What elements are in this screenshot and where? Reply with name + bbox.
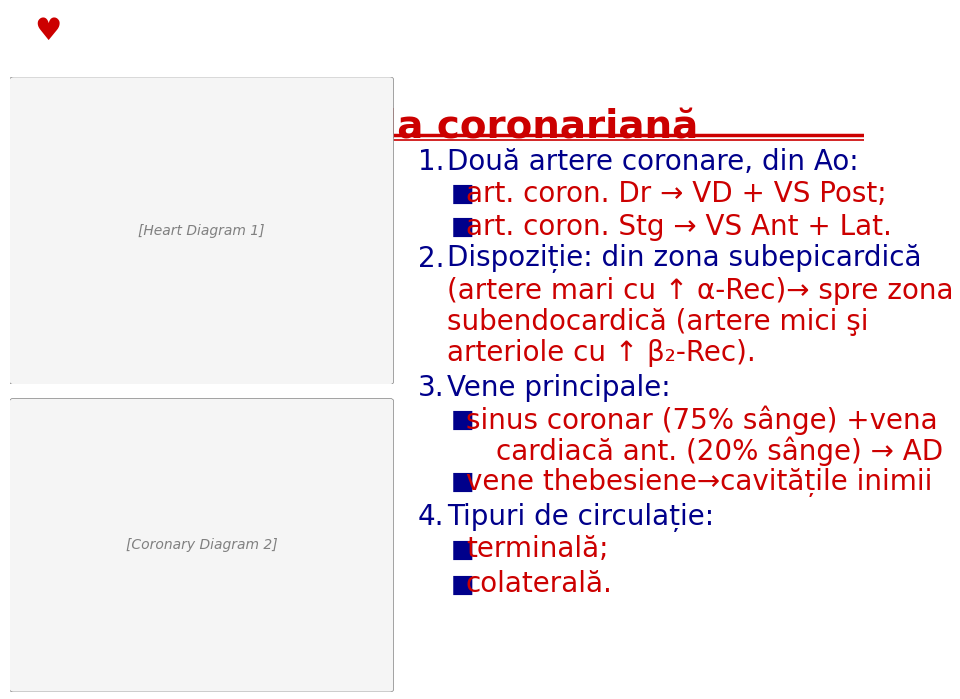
Text: [Heart Diagram 1]: [Heart Diagram 1] <box>138 224 265 238</box>
Text: art. coron. Stg → VS Ant + Lat.: art. coron. Stg → VS Ant + Lat. <box>466 212 892 240</box>
Text: ■: ■ <box>451 182 474 206</box>
Text: 2.: 2. <box>418 245 444 273</box>
Text: cardiacă ant. (20% sânge) → AD: cardiacă ant. (20% sânge) → AD <box>495 436 943 466</box>
Text: colaterală.: colaterală. <box>466 570 612 598</box>
Text: ■: ■ <box>451 470 474 494</box>
Text: terminală;: terminală; <box>466 535 609 563</box>
Text: 4.: 4. <box>418 503 444 531</box>
Text: sinus coronar (75% sânge) +vena: sinus coronar (75% sânge) +vena <box>466 405 938 435</box>
Text: vene thebesiene→cavitățile inimii: vene thebesiene→cavitățile inimii <box>466 468 932 497</box>
Text: Două artere coronare, din Ao:: Două artere coronare, din Ao: <box>447 148 859 176</box>
Text: Dispoziție: din zona subepicardică: Dispoziție: din zona subepicardică <box>447 245 922 273</box>
Text: art. coron. Dr → VD + VS Post;: art. coron. Dr → VD + VS Post; <box>466 180 887 208</box>
Text: (artere mari cu ↑ α-Rec)→ spre zona: (artere mari cu ↑ α-Rec)→ spre zona <box>447 277 954 305</box>
Text: arteriole cu ↑ β₂-Rec).: arteriole cu ↑ β₂-Rec). <box>447 339 756 367</box>
Text: Vene principale:: Vene principale: <box>447 374 671 402</box>
Text: ♥: ♥ <box>35 17 61 46</box>
FancyBboxPatch shape <box>10 77 394 384</box>
Text: [Coronary Diagram 2]: [Coronary Diagram 2] <box>126 538 277 552</box>
FancyBboxPatch shape <box>10 398 394 692</box>
Text: subendocardică (artere mici şi: subendocardică (artere mici şi <box>447 308 869 336</box>
Text: 2. Circula coronariană: 2. Circula coronariană <box>217 108 698 146</box>
Text: 1.: 1. <box>418 148 444 176</box>
Text: 3.: 3. <box>418 374 444 402</box>
Text: ■: ■ <box>451 215 474 238</box>
Text: ■: ■ <box>451 408 474 432</box>
Text: Tipuri de circulație:: Tipuri de circulație: <box>447 503 714 532</box>
Text: ■: ■ <box>451 572 474 596</box>
Text: ■: ■ <box>451 538 474 561</box>
